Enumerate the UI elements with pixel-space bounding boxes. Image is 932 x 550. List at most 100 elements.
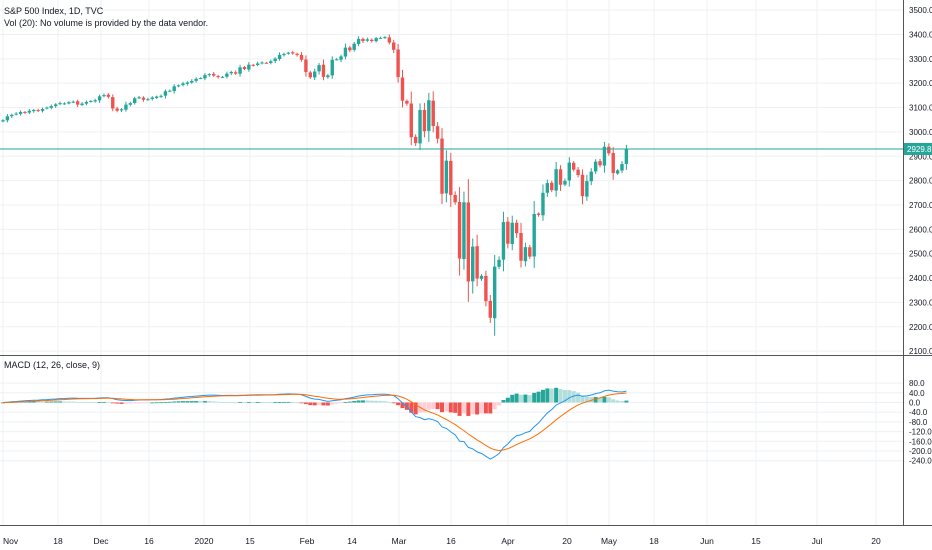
- candle[interactable]: [32, 108, 36, 113]
- candle[interactable]: [602, 141, 607, 173]
- candle[interactable]: [536, 212, 541, 217]
- candle[interactable]: [532, 200, 536, 268]
- candle[interactable]: [453, 191, 457, 205]
- candle[interactable]: [71, 100, 75, 104]
- candle[interactable]: [449, 152, 453, 208]
- candle[interactable]: [392, 39, 396, 54]
- candle[interactable]: [242, 65, 247, 71]
- candle[interactable]: [128, 101, 133, 107]
- candle[interactable]: [159, 94, 163, 98]
- candle[interactable]: [466, 179, 471, 302]
- candle[interactable]: [400, 69, 405, 108]
- candle[interactable]: [212, 72, 216, 77]
- candle[interactable]: [356, 36, 361, 47]
- candle[interactable]: [440, 128, 444, 205]
- candle[interactable]: [572, 160, 576, 172]
- candle[interactable]: [374, 36, 378, 43]
- candle[interactable]: [260, 61, 264, 65]
- candle[interactable]: [190, 79, 194, 84]
- candle[interactable]: [251, 63, 255, 67]
- candle[interactable]: [308, 70, 312, 79]
- candle[interactable]: [247, 62, 251, 72]
- candle[interactable]: [550, 180, 554, 193]
- candle[interactable]: [5, 114, 10, 123]
- candle[interactable]: [413, 134, 418, 147]
- candle[interactable]: [124, 101, 128, 112]
- candle[interactable]: [370, 38, 374, 43]
- candle[interactable]: [514, 219, 519, 238]
- candle[interactable]: [541, 184, 545, 221]
- candle[interactable]: [475, 234, 479, 287]
- candle[interactable]: [418, 103, 422, 150]
- candle[interactable]: [585, 174, 589, 201]
- candle[interactable]: [168, 89, 172, 92]
- candle[interactable]: [229, 70, 233, 75]
- candle[interactable]: [10, 113, 14, 118]
- price-pane[interactable]: [0, 34, 903, 336]
- candle[interactable]: [558, 165, 563, 191]
- candle[interactable]: [194, 77, 198, 83]
- candle[interactable]: [339, 54, 343, 63]
- candle[interactable]: [137, 95, 141, 99]
- candle[interactable]: [53, 103, 58, 108]
- candle[interactable]: [146, 97, 150, 101]
- candle[interactable]: [405, 99, 409, 106]
- candle[interactable]: [40, 107, 45, 113]
- candle[interactable]: [154, 95, 159, 99]
- candle[interactable]: [291, 50, 295, 55]
- candle[interactable]: [620, 161, 624, 174]
- candle[interactable]: [163, 89, 168, 99]
- candle[interactable]: [62, 102, 67, 105]
- candle[interactable]: [361, 37, 365, 44]
- candle[interactable]: [80, 101, 84, 107]
- candle[interactable]: [488, 295, 492, 323]
- candle[interactable]: [501, 211, 506, 272]
- macd-pane[interactable]: [1, 387, 629, 460]
- candle[interactable]: [409, 91, 413, 146]
- candle[interactable]: [141, 96, 146, 102]
- candle[interactable]: [457, 187, 462, 276]
- candle[interactable]: [133, 96, 137, 105]
- candle[interactable]: [444, 150, 449, 203]
- candle[interactable]: [387, 34, 392, 45]
- candle[interactable]: [255, 61, 260, 67]
- candle[interactable]: [36, 108, 40, 113]
- candle[interactable]: [462, 191, 466, 270]
- candle[interactable]: [471, 238, 475, 294]
- candle[interactable]: [510, 215, 514, 251]
- candle[interactable]: [269, 59, 273, 65]
- candle[interactable]: [299, 52, 304, 62]
- candle[interactable]: [492, 254, 497, 336]
- candle[interactable]: [111, 94, 115, 112]
- candle[interactable]: [343, 43, 348, 60]
- candle[interactable]: [176, 84, 181, 88]
- candle[interactable]: [286, 51, 291, 55]
- candle[interactable]: [185, 81, 190, 86]
- candle[interactable]: [84, 100, 89, 106]
- candle[interactable]: [14, 112, 18, 116]
- candle[interactable]: [207, 73, 212, 77]
- candle[interactable]: [304, 55, 308, 77]
- candle[interactable]: [119, 108, 124, 113]
- candle[interactable]: [75, 99, 80, 107]
- candle[interactable]: [225, 71, 229, 79]
- candle[interactable]: [58, 101, 62, 106]
- candle[interactable]: [238, 64, 242, 77]
- candle[interactable]: [102, 93, 106, 98]
- candle[interactable]: [593, 159, 598, 174]
- candle[interactable]: [18, 110, 23, 116]
- candle[interactable]: [49, 104, 53, 110]
- candle[interactable]: [519, 222, 523, 268]
- candle[interactable]: [567, 157, 572, 187]
- candle[interactable]: [220, 76, 225, 79]
- candle[interactable]: [23, 111, 27, 114]
- candle[interactable]: [326, 73, 330, 79]
- candle[interactable]: [264, 62, 269, 64]
- candle[interactable]: [523, 242, 528, 267]
- candle[interactable]: [589, 168, 593, 186]
- candle[interactable]: [181, 81, 185, 87]
- candle[interactable]: [576, 166, 580, 178]
- candle[interactable]: [233, 70, 238, 75]
- candle[interactable]: [321, 59, 326, 81]
